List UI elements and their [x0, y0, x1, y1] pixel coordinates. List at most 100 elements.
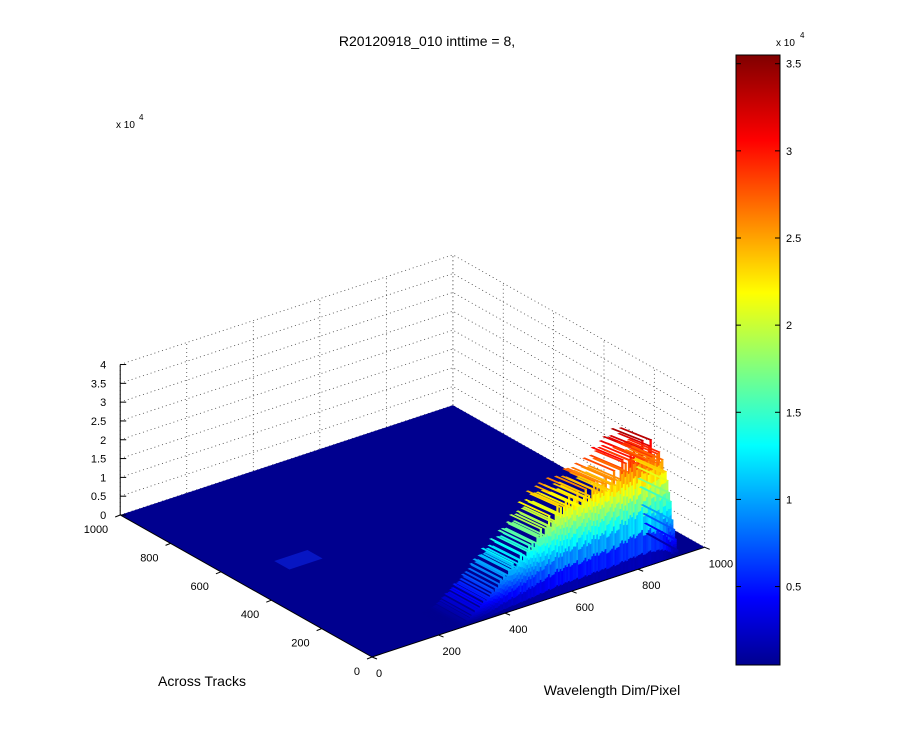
- surface-patch: [449, 588, 483, 607]
- colorbar-gradient: [735, 54, 781, 666]
- surface-patch: [635, 466, 669, 482]
- surface-patch: [434, 604, 468, 623]
- surface-patch: [558, 484, 593, 500]
- colorbar-tick-label: 2.5: [786, 233, 801, 245]
- axes-grid: [119, 254, 706, 548]
- surface-patch: [529, 493, 563, 509]
- x-tick: [637, 568, 644, 572]
- surface-patch: [572, 469, 606, 485]
- surface-patch: [459, 578, 493, 596]
- surface-patch: [442, 596, 476, 614]
- surface-stripe: [274, 550, 323, 570]
- surface-patch: [512, 520, 546, 536]
- x-axis-line: [371, 546, 705, 658]
- surface-patch: [445, 592, 480, 611]
- surface-patch: [519, 512, 553, 529]
- surface-patch: [422, 611, 456, 630]
- surface-patch: [465, 571, 500, 590]
- x-tick-label: 0: [376, 668, 382, 680]
- surface-patch: [550, 487, 585, 503]
- z-tick-label: 4: [100, 360, 106, 372]
- x-tick: [504, 612, 511, 616]
- surface-patch: [590, 446, 625, 461]
- x-tick-label: 800: [642, 580, 660, 592]
- chart-title: R20120918_010 inttime = 8,: [339, 33, 515, 49]
- surface-patch: [595, 458, 630, 473]
- z-tick-label: 0: [100, 510, 106, 522]
- grid-line: [120, 329, 705, 473]
- y-tick: [215, 571, 222, 575]
- surface-patch: [555, 488, 590, 504]
- surface-patch: [623, 449, 658, 464]
- y-tick: [316, 628, 322, 632]
- colorbar: 0.5 1 1.5 2 2.5 3 3.5 x 10 4: [735, 31, 805, 666]
- axes: 0 200 400 600 800 1000 0 200 400 600 800 1000 0 0.5 1 1…: [84, 360, 733, 680]
- surface-patch: [669, 507, 672, 516]
- surface-patch: [633, 457, 668, 473]
- y-axis-label: Across Tracks: [158, 673, 246, 689]
- surface-patch: [457, 580, 491, 599]
- surface-patch: [479, 554, 513, 571]
- surface-patch: [517, 501, 551, 517]
- y-axis-line: [119, 514, 373, 658]
- surface-patch: [618, 427, 653, 441]
- surface-patch: [603, 449, 638, 464]
- surface-patch: [490, 545, 525, 562]
- z-tick-label: 0.5: [91, 491, 106, 503]
- y-tick-label: 0: [354, 666, 360, 678]
- surface-patch: [437, 601, 471, 620]
- z-tick-label: 3: [100, 397, 106, 409]
- surface-patch: [632, 458, 666, 474]
- surface-patch: [616, 432, 651, 447]
- surface-patch: [610, 427, 645, 442]
- surface-patch: [630, 445, 664, 461]
- z-tick-label: 1.5: [91, 454, 106, 466]
- surface-patch: [462, 575, 496, 594]
- surface-patch: [508, 514, 543, 530]
- surface-patch: [482, 552, 516, 570]
- surface-patch: [640, 504, 674, 521]
- z-tick-label: 3.5: [91, 378, 106, 390]
- surface-patch: [582, 457, 616, 472]
- y-tick-label: 800: [140, 552, 158, 564]
- grid-line: [120, 348, 705, 492]
- surface-patch: [425, 609, 460, 629]
- surface-patch: [455, 582, 490, 600]
- surface-patch: [450, 587, 485, 605]
- surface-patch: [475, 559, 510, 576]
- x-tick-label: 400: [509, 624, 527, 636]
- surface-patch: [530, 500, 565, 516]
- surface-patch: [474, 561, 508, 579]
- colorbar-tick-label: 0.5: [786, 582, 801, 594]
- surface-patch: [600, 444, 635, 459]
- colorbar-tick-label: 1.5: [786, 407, 801, 419]
- z-tick-label: 2.5: [91, 416, 106, 428]
- surface-patch: [532, 492, 566, 508]
- surface-patch: [638, 486, 673, 503]
- x-tick: [438, 634, 444, 638]
- surface-patch: [504, 527, 538, 544]
- y-tick-label: 600: [191, 581, 209, 593]
- surface-patch: [454, 584, 488, 603]
- surface-patch: [480, 547, 515, 565]
- x-tick-label: 600: [576, 602, 594, 614]
- surface-patch: [637, 477, 671, 494]
- grid-line: [120, 310, 705, 454]
- surface-patch: [578, 470, 613, 486]
- colorbar-exponent-power: 4: [800, 31, 805, 40]
- surface-patch: [620, 443, 654, 458]
- grid-line: [120, 273, 705, 416]
- z-tick-label: 1: [100, 472, 106, 484]
- grid-line: [120, 254, 705, 398]
- surface-patch: [625, 440, 659, 455]
- z-exponent-label: x 10 4: [116, 113, 144, 131]
- surface-patch: [520, 507, 555, 523]
- surface-patch: [627, 438, 661, 453]
- x-tick: [704, 546, 710, 550]
- surface: [120, 405, 705, 657]
- y-tick: [115, 514, 121, 518]
- z-exponent-power: 4: [139, 113, 144, 122]
- surface-patch: [440, 596, 475, 615]
- surface-patch: [470, 564, 505, 582]
